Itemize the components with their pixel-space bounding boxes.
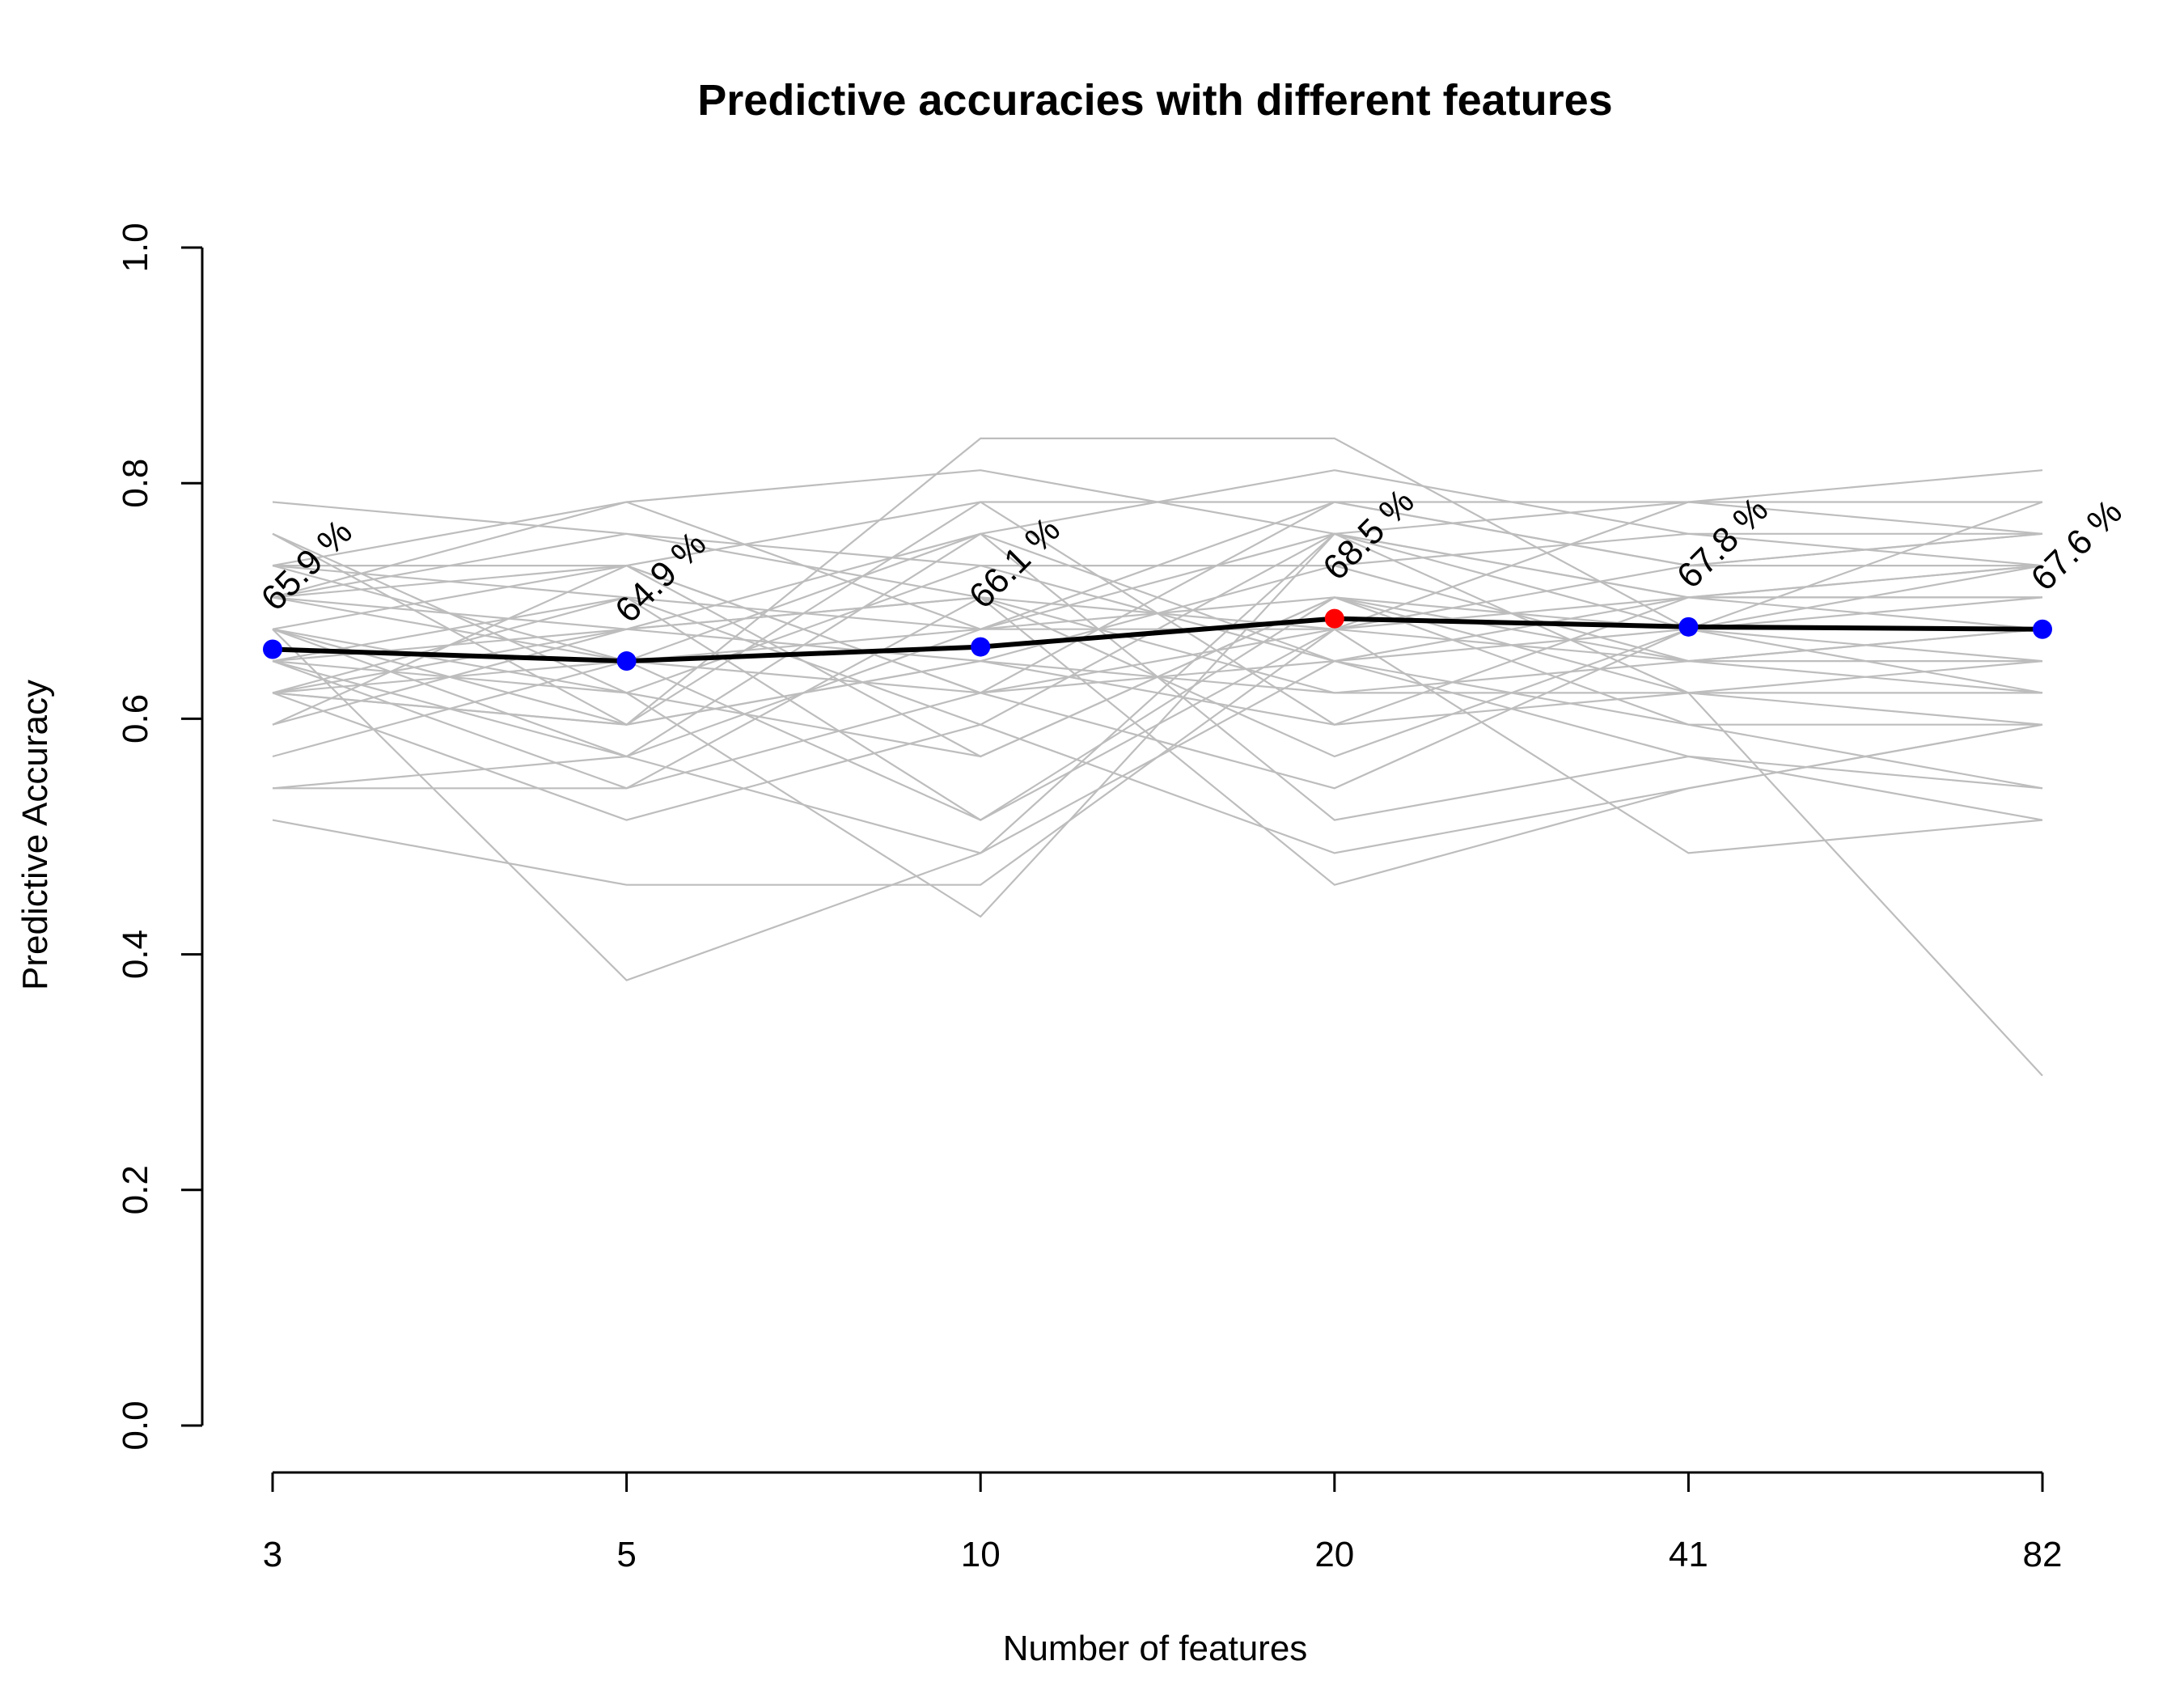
y-axis-label: Predictive Accuracy — [15, 680, 55, 990]
y-tick-label: 0.8 — [116, 459, 155, 508]
data-point — [2033, 619, 2052, 639]
y-tick-label: 0.2 — [116, 1165, 155, 1214]
x-tick-label: 5 — [616, 1535, 636, 1574]
background-series-line — [272, 532, 2043, 1077]
background-series-line — [272, 564, 2043, 694]
data-labels: 65.9 % 64.9 % 66.1 % 68.5 % 67.8 % 67.6 % — [253, 481, 2130, 630]
data-label: 67.6 % — [2023, 492, 2130, 599]
y-tick-label: 0.4 — [116, 930, 155, 979]
best-data-point — [1324, 608, 1344, 629]
background-series-line — [272, 469, 2043, 630]
mean-points — [263, 608, 2052, 672]
x-axis-label: Number of features — [1003, 1629, 1308, 1668]
x-axis: 3 5 10 20 41 82 — [263, 1471, 2063, 1574]
background-series-line — [272, 596, 2042, 694]
background-series-line — [272, 564, 2043, 726]
background-lines — [272, 437, 2043, 1077]
y-tick-label: 0.6 — [116, 694, 155, 744]
background-series-line — [272, 469, 2043, 567]
x-tick-label: 41 — [1669, 1535, 1708, 1574]
x-tick-label: 20 — [1314, 1535, 1354, 1574]
background-series-line — [272, 501, 2042, 663]
chart-title: Predictive accuracies with different fea… — [697, 76, 1612, 125]
data-point — [263, 639, 282, 659]
y-tick-label: 0.0 — [116, 1400, 155, 1450]
mean-accuracy-line — [272, 616, 2043, 664]
x-tick-label: 82 — [2023, 1535, 2063, 1574]
background-series-line — [272, 437, 2043, 727]
background-series-line — [272, 628, 2043, 886]
y-tick-label: 1.0 — [116, 222, 155, 272]
data-point — [616, 651, 637, 672]
data-point — [1678, 616, 1699, 637]
data-point — [971, 637, 991, 657]
x-tick-label: 3 — [263, 1535, 282, 1574]
background-series-line — [272, 532, 2043, 694]
background-series-line — [272, 565, 2043, 726]
y-axis: 0.0 0.2 0.4 0.6 0.8 1.0 — [116, 222, 204, 1451]
background-series-line — [272, 596, 2043, 886]
background-series-line — [272, 532, 2043, 790]
x-tick-label: 10 — [961, 1535, 1001, 1574]
